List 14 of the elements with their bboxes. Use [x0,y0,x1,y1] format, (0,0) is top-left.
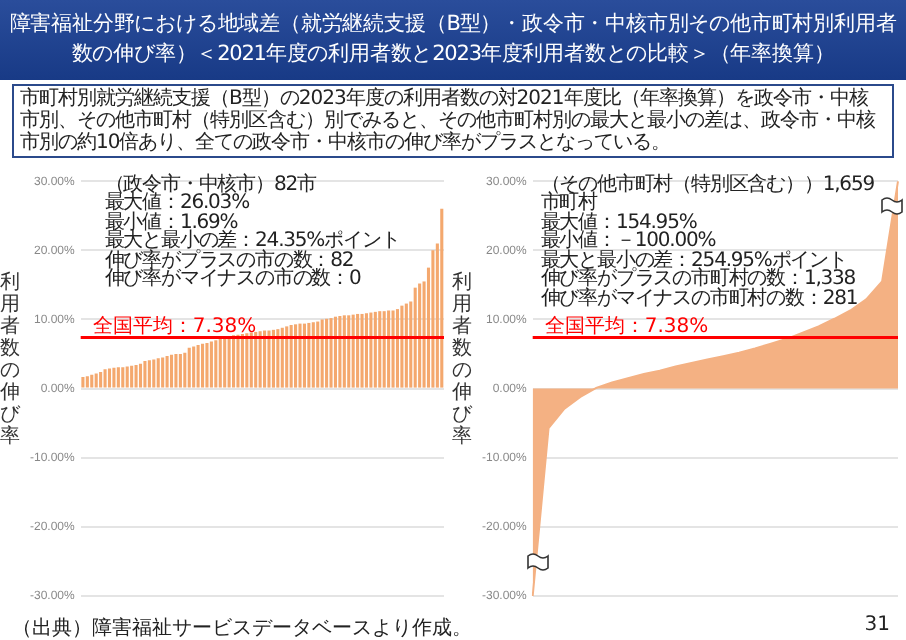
y-axis-title: 利用者数の伸び率 [0,272,22,448]
ref-line-label: 全国平均：7.38% [92,313,257,338]
annotation: （その他市町村（特別区含む））1,659市町村 [540,173,876,215]
chart-title: 障害福祉分野における地域差（就労継続支援（B型）・政令市・中核市別その他市町村別利用者数の伸び率）＜2021年度の利用者数と2023年度利用者数との比較＞（年率換算） [0,0,906,80]
ref-line-label: 全国平均：7.38% [544,313,709,338]
annotation: 最小値：－100.00% [540,230,716,253]
annotation: 伸び率がマイナスの市の数：0 [104,268,363,291]
annotation: 最大値：26.03% [104,192,249,215]
text: （出典）障害福祉サービスデータベースより作成。 [12,615,472,640]
text: 31 [864,614,890,636]
y-axis-title: 利用者数の伸び率 [452,272,474,448]
annotation: 最大値：154.95% [540,211,697,234]
annotation: 伸び率がマイナスの市町村の数：281 [540,287,860,310]
chart-subtitle: 市町村別就労継続支援（B型）の2023年度の利用者数の対2021年度比（年率換算）を政令市・中核市別、その他市町村（特別区含む）別でみると、その他市町村別の最大と最小の差は、政令市・中核市別の約10倍あり、全ての政令市・中核市の伸び率がプラスとなっている。 [12,84,894,158]
